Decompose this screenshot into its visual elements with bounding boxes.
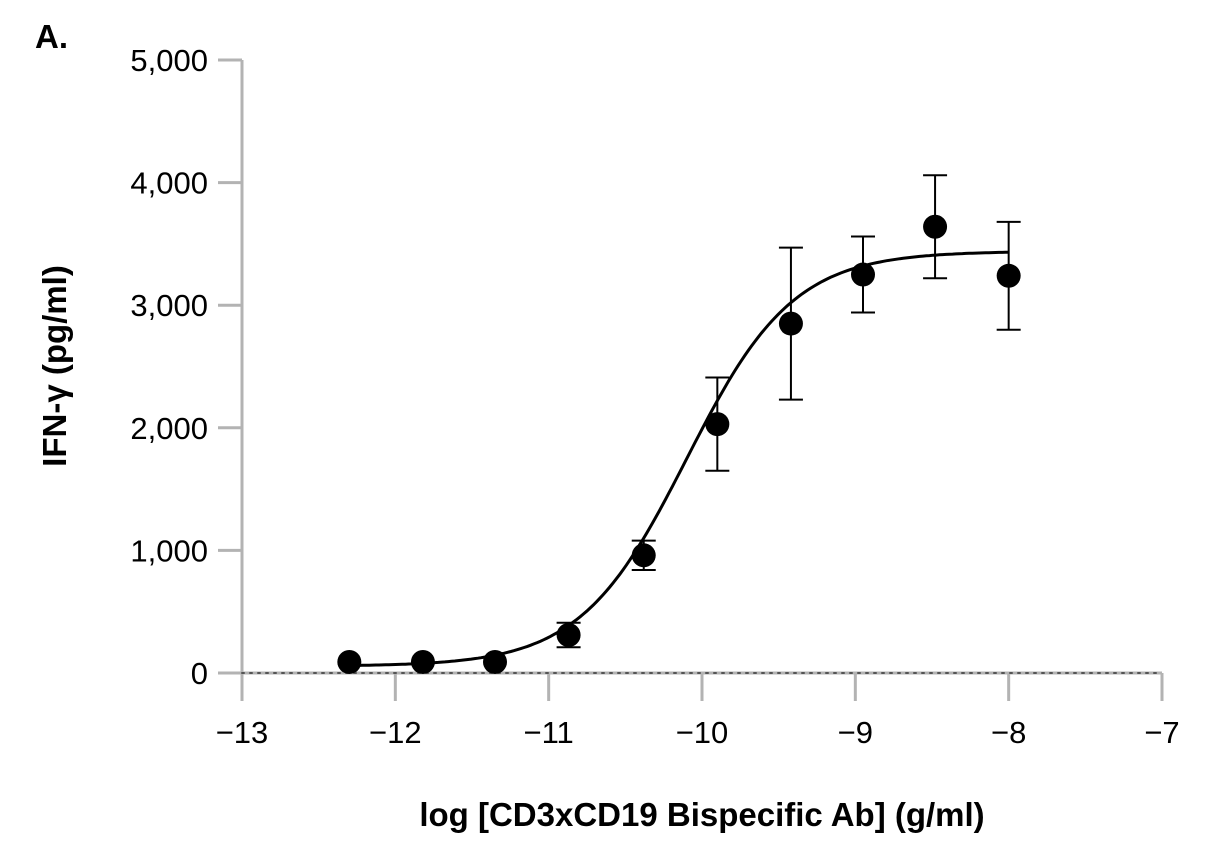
x-tick-label: −9 (838, 715, 873, 750)
x-tick-label: −7 (1144, 715, 1179, 750)
data-point (337, 649, 362, 674)
data-point (778, 311, 803, 336)
data-point (996, 263, 1021, 288)
fit-curve-group (349, 250, 1009, 667)
y-tick-label: 2,000 (130, 411, 208, 446)
data-point (631, 543, 656, 568)
fit-curve (349, 250, 1009, 667)
data-point (556, 622, 581, 647)
axes: 0 1,000 2,000 3,000 4,000 5,000 −13 −12 −11 −10 −9… (130, 43, 1179, 750)
x-tick-label: −12 (369, 715, 422, 750)
x-tick-label: −11 (524, 715, 574, 750)
y-tick-label: 1,000 (130, 533, 208, 568)
x-axis-title: log [CD3xCD19 Bispecific Ab] (g/ml) (419, 796, 984, 833)
y-tick-label: 0 (191, 656, 208, 691)
x-tick-label: −10 (676, 715, 729, 750)
data-point (923, 214, 948, 239)
x-tick-label: −13 (216, 715, 269, 750)
data-points (337, 174, 1021, 674)
data-point (483, 649, 507, 674)
y-tick-label: 5,000 (130, 43, 208, 78)
y-tick-label: 3,000 (130, 288, 208, 323)
y-tick-label: 4,000 (130, 166, 208, 201)
y-axis-title: IFN-γ (pg/ml) (36, 265, 73, 467)
data-point (410, 649, 435, 674)
panel-label: A. (35, 18, 68, 55)
data-point (851, 262, 875, 287)
data-point (705, 412, 730, 437)
x-tick-label: −8 (991, 715, 1026, 750)
